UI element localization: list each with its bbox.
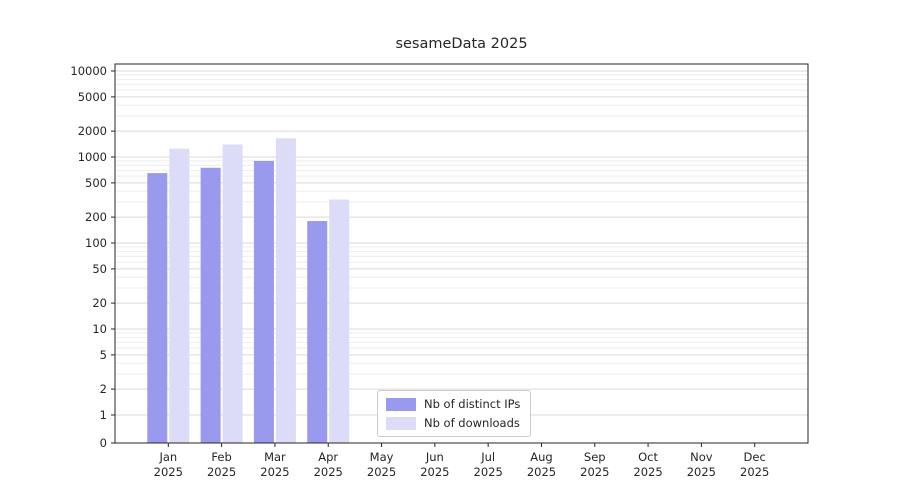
y-tick-label: 0	[100, 436, 107, 450]
x-tick-month-label: Feb	[211, 450, 231, 464]
bar-feb-distinct-ips	[200, 167, 221, 443]
y-tick-label: 1000	[78, 150, 107, 164]
x-tick-month-label: Jul	[480, 450, 495, 464]
y-tick-label: 100	[85, 236, 107, 250]
legend-label-distinct-ips: Nb of distinct IPs	[424, 397, 521, 411]
x-tick-year-label: 2025	[260, 465, 289, 479]
series-distinct-ips	[147, 160, 328, 443]
x-tick-month-label: Sep	[584, 450, 606, 464]
bar-mar-downloads	[275, 138, 296, 443]
x-tick-year-label: 2025	[154, 465, 183, 479]
plot-border	[114, 63, 809, 444]
x-tick-year-label: 2025	[314, 465, 343, 479]
series-downloads	[169, 138, 350, 443]
legend-item-downloads: Nb of downloads	[386, 416, 520, 430]
x-tick-month-label: Nov	[690, 450, 713, 464]
x-tick-year-label: 2025	[580, 465, 609, 479]
x-tick-month-label: Apr	[318, 450, 338, 464]
y-axis: 0 1 2 5 10 20 50 100 200 500 1000 2000 5000 10000	[70, 64, 115, 450]
y-tick-label: 10	[92, 322, 107, 336]
x-tick-month-label: Jun	[425, 450, 444, 464]
legend-swatch-distinct-ips	[386, 397, 416, 411]
x-tick-month-label: Oct	[638, 450, 658, 464]
y-tick-label: 2000	[78, 124, 107, 138]
bar-mar-distinct-ips	[253, 160, 274, 443]
y-tick-label: 50	[92, 262, 107, 276]
y-tick-label: 200	[85, 210, 107, 224]
bar-jan-distinct-ips	[147, 173, 168, 443]
x-tick-month-label: Jan	[158, 450, 177, 464]
bar-jan-downloads	[169, 148, 190, 443]
x-tick-year-label: 2025	[740, 465, 769, 479]
chart-title: sesameData 2025	[395, 36, 528, 52]
x-tick-year-label: 2025	[687, 465, 716, 479]
x-tick-year-label: 2025	[474, 465, 503, 479]
legend: Nb of distinct IPs Nb of downloads	[377, 390, 532, 437]
x-tick-month-label: Aug	[530, 450, 552, 464]
bar-apr-downloads	[329, 199, 350, 443]
y-tick-label: 5000	[78, 90, 107, 104]
y-tick-label: 2	[100, 382, 107, 396]
y-tick-label: 1	[100, 408, 107, 422]
y-tick-label: 5	[100, 348, 107, 362]
y-tick-label: 10000	[70, 64, 107, 78]
y-tick-label: 20	[92, 296, 107, 310]
bar-feb-downloads	[222, 144, 243, 443]
legend-label-downloads: Nb of downloads	[424, 416, 520, 430]
legend-swatch-downloads	[386, 416, 416, 430]
bar-apr-distinct-ips	[307, 221, 328, 443]
x-tick-year-label: 2025	[420, 465, 449, 479]
x-tick-year-label: 2025	[367, 465, 396, 479]
legend-item-distinct-ips: Nb of distinct IPs	[386, 397, 520, 411]
x-tick-year-label: 2025	[527, 465, 556, 479]
y-tick-label: 500	[85, 176, 107, 190]
x-tick-month-label: Dec	[744, 450, 766, 464]
x-tick-month-label: May	[370, 450, 394, 464]
x-tick-year-label: 2025	[207, 465, 236, 479]
x-axis: Jan2025Feb2025Mar2025Apr2025May2025Jun20…	[154, 443, 769, 479]
x-tick-month-label: Mar	[264, 450, 286, 464]
x-tick-year-label: 2025	[633, 465, 662, 479]
